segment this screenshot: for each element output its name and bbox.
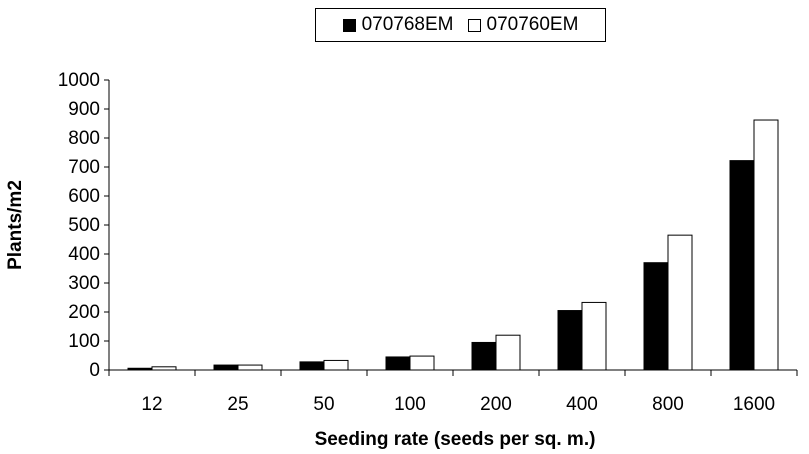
y-axis-label: Plants/m2 <box>5 180 26 270</box>
legend-swatch-series-1 <box>342 18 356 32</box>
bar-series-2-1600 <box>753 119 779 371</box>
bar-series-2-200 <box>495 334 521 371</box>
legend-item-series-1: 070768EM <box>342 14 454 36</box>
bar-series-1-800 <box>643 262 669 371</box>
y-tick-label-200: 200 <box>68 302 100 323</box>
bar-series-2-50 <box>323 359 349 371</box>
x-axis-label: Seeding rate (seeds per sq. m.) <box>315 429 596 450</box>
x-tick-label-800: 800 <box>652 394 684 415</box>
x-tick-label-25: 25 <box>227 394 248 415</box>
bars-group <box>127 119 779 371</box>
bar-series-1-400 <box>557 310 583 371</box>
y-tick-label-800: 800 <box>68 128 100 149</box>
axes-group: 0 100 200 300 400 500 600 700 800 900 1000 12 25 50 10… <box>58 70 798 415</box>
legend-item-series-2: 070760EM <box>467 14 579 36</box>
y-tick-label-0: 0 <box>89 360 100 381</box>
y-tick-label-900: 900 <box>68 99 100 120</box>
x-tick-label-12: 12 <box>141 394 162 415</box>
bar-series-1-50 <box>299 361 325 371</box>
legend-label-series-1: 070768EM <box>361 14 454 35</box>
bar-series-1-100 <box>385 356 411 371</box>
bar-series-2-400 <box>581 301 607 371</box>
legend-label-series-2: 070760EM <box>486 14 579 35</box>
bar-series-2-800 <box>667 234 693 371</box>
x-tick-label-100: 100 <box>394 394 426 415</box>
chart-legend: 070768EM 070760EM <box>315 8 606 42</box>
y-tick-label-100: 100 <box>68 331 100 352</box>
bar-series-1-200 <box>471 341 497 371</box>
y-tick-label-600: 600 <box>68 186 100 207</box>
y-tick-label-500: 500 <box>68 215 100 236</box>
legend-swatch-series-2 <box>467 18 481 32</box>
bar-series-1-25 <box>213 364 239 371</box>
x-tick-label-400: 400 <box>566 394 598 415</box>
y-tick-label-400: 400 <box>68 244 100 265</box>
bar-series-1-1600 <box>729 160 755 371</box>
bar-series-2-100 <box>409 355 435 371</box>
x-tick-label-1600: 1600 <box>733 394 775 415</box>
bar-series-2-25 <box>237 364 263 371</box>
y-tick-label-300: 300 <box>68 273 100 294</box>
y-tick-label-1000: 1000 <box>58 70 100 91</box>
x-tick-label-50: 50 <box>313 394 334 415</box>
y-tick-label-700: 700 <box>68 157 100 178</box>
x-tick-label-200: 200 <box>480 394 512 415</box>
